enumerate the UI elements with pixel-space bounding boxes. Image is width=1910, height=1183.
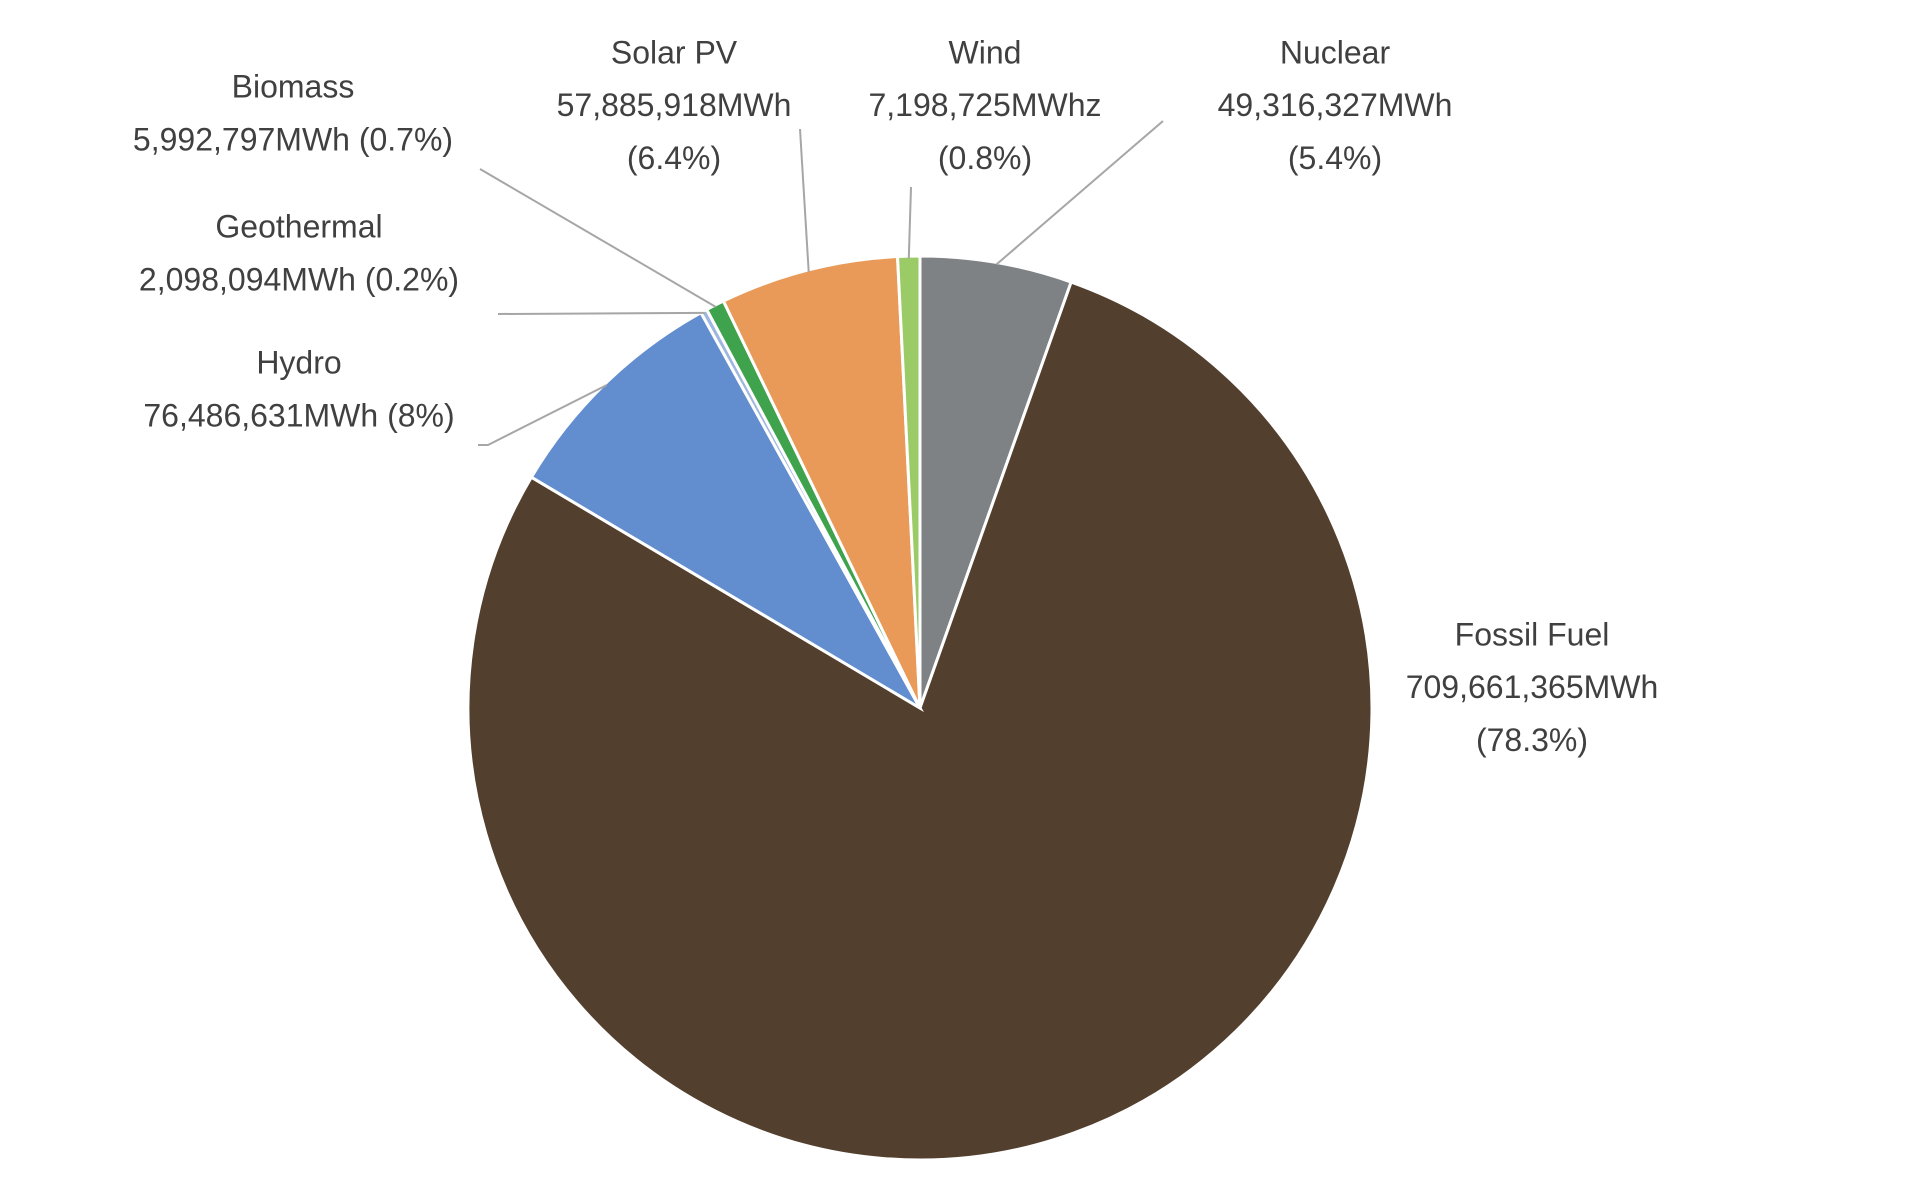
value-label-line: 709,661,365MWh <box>1406 669 1659 705</box>
value-label-line: (0.8%) <box>938 140 1032 176</box>
slice-label: Nuclear <box>1280 34 1391 70</box>
value-label: 49,316,327MWh (5.4%) <box>1218 87 1453 176</box>
slice-label: Solar PV <box>611 34 738 70</box>
leader-line <box>497 311 705 315</box>
value-label: 2,098,094MWh (0.2%) <box>139 261 459 297</box>
slice-label: Biomass <box>232 68 355 104</box>
slice-label: Wind <box>949 34 1022 70</box>
value-label: 5,992,797MWh (0.7%) <box>133 121 453 157</box>
leader-line <box>995 120 1164 266</box>
value-label-line: 57,885,918MWh <box>557 87 792 123</box>
slice-label: Geothermal <box>215 208 382 244</box>
value-label-line: (78.3%) <box>1476 722 1588 758</box>
leader-line <box>479 168 717 308</box>
value-label-line: 49,316,327MWh <box>1218 87 1453 123</box>
slice-label: Hydro <box>256 344 341 380</box>
value-label: 76,486,631MWh (8%) <box>143 397 454 433</box>
pie-slice <box>529 310 924 713</box>
value-label: 709,661,365MWh (78.3%) <box>1406 669 1659 758</box>
value-label: 57,885,918MWh (6.4%) <box>557 87 792 176</box>
slice-label: Fossil Fuel <box>1455 616 1610 652</box>
pie-slice <box>466 280 1374 1162</box>
leader-line <box>478 384 608 446</box>
value-label-line: 7,198,725MWhz <box>868 87 1101 123</box>
value-label-line: (6.4%) <box>627 140 721 176</box>
leader-line <box>799 128 810 273</box>
leader-line <box>907 186 912 259</box>
value-label-line: (5.4%) <box>1288 140 1382 176</box>
pie-slice <box>918 254 1074 709</box>
value-label: 7,198,725MWhz (0.8%) <box>868 87 1101 176</box>
